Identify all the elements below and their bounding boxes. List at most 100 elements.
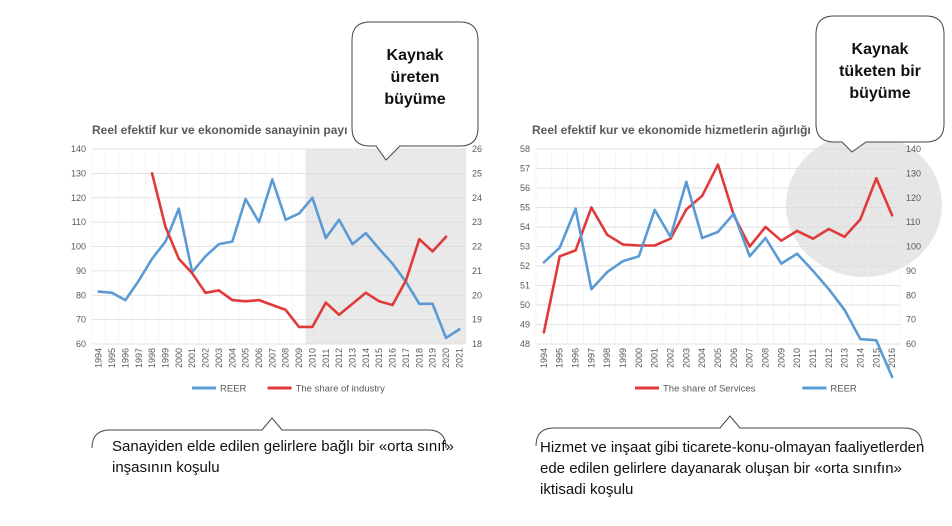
data-point-reer [391, 262, 394, 265]
right-axis-tick-label: 120 [906, 193, 921, 203]
data-point-reer [542, 261, 546, 264]
chart-title: Reel efektif kur ve ekonomide hizmetleri… [532, 123, 811, 137]
right-axis-tick-label: 100 [906, 242, 921, 252]
data-point-the-share-of-industry [190, 272, 194, 275]
series-line-reer [97, 178, 461, 340]
x-axis-tick-label: 2006 [729, 348, 739, 368]
right-axis-tick-label: 140 [906, 144, 921, 154]
x-axis-tick-label: 2008 [281, 348, 291, 368]
x-axis-tick-label: 2014 [855, 348, 865, 368]
data-point-the-share-of-industry [297, 325, 301, 329]
data-point-the-share-of-industry [204, 291, 207, 295]
data-point-the-share-of-services [653, 244, 656, 247]
x-axis-tick-label: 2017 [401, 348, 411, 368]
x-axis-tick-label: 1995 [107, 348, 117, 368]
data-point-reer [364, 231, 368, 235]
right-axis-tick-label: 60 [906, 339, 916, 349]
data-point-reer [843, 308, 846, 312]
data-point-reer [653, 208, 656, 212]
right-axis-tick-label: 21 [472, 266, 482, 276]
data-point-the-share-of-services [574, 249, 577, 252]
data-point-the-share-of-industry [150, 172, 154, 175]
caption-bracket [91, 417, 447, 449]
data-point-the-share-of-industry [177, 257, 181, 260]
data-point-reer [811, 269, 815, 273]
data-point-reer [780, 262, 783, 265]
data-point-the-share-of-services [590, 206, 593, 209]
x-axis-tick-label: 1997 [134, 348, 144, 368]
data-point-reer [97, 290, 100, 293]
data-point-reer [137, 279, 140, 282]
x-axis-tick-label: 1995 [555, 348, 565, 368]
callout-bubble [815, 15, 945, 153]
data-point-the-share-of-industry [351, 302, 354, 305]
callout-line: Kaynak [387, 47, 444, 64]
data-point-the-share-of-industry [444, 235, 448, 238]
x-axis-tick-label: 2002 [201, 348, 211, 368]
right-axis-tick-label: 80 [906, 290, 916, 300]
chart-title: Reel efektif kur ve ekonomide sanayinin … [92, 123, 347, 137]
x-axis-tick-label: 1996 [120, 348, 130, 368]
data-point-reer [716, 230, 720, 234]
left-axis-tick-label: 52 [520, 261, 530, 271]
legend-label-the-share-of-services: The share of Services [663, 384, 756, 395]
data-point-the-share-of-industry [404, 279, 408, 282]
data-point-the-share-of-services [637, 244, 641, 247]
left-axis-tick-label: 100 [71, 242, 86, 252]
data-point-reer [558, 246, 561, 249]
data-point-reer [827, 287, 830, 291]
data-point-the-share-of-industry [284, 308, 287, 312]
right-axis-tick-label: 18 [472, 339, 482, 349]
callout-line: Kaynak [852, 41, 909, 58]
x-axis-tick-label: 2005 [241, 348, 251, 368]
legend-label-reer: REER [830, 384, 857, 395]
x-axis-tick-label: 1996 [571, 348, 581, 368]
data-point-reer [124, 298, 127, 302]
left-axis-tick-label: 55 [520, 203, 530, 213]
data-point-reer [890, 375, 894, 379]
right-axis-tick-label: 26 [472, 144, 482, 154]
caption-bracket [535, 415, 923, 447]
left-axis-tick-label: 49 [520, 320, 530, 330]
x-axis-tick-label: 2018 [414, 348, 424, 368]
data-point-the-share-of-industry [418, 237, 421, 241]
data-point-the-share-of-industry [364, 291, 368, 295]
callout-line: büyüme [849, 85, 910, 102]
x-axis-tick-label: 2003 [214, 348, 224, 368]
data-point-the-share-of-industry [164, 225, 167, 229]
data-point-the-share-of-industry [271, 303, 274, 307]
callout-bubble [351, 21, 479, 161]
left-axis-tick-label: 51 [520, 281, 530, 291]
data-point-reer [637, 255, 641, 258]
x-axis-tick-label: 2003 [681, 348, 691, 368]
x-axis-tick-label: 2012 [334, 348, 344, 368]
data-point-reer [431, 302, 434, 305]
data-point-the-share-of-services [827, 227, 830, 231]
right-axis-tick-label: 23 [472, 217, 482, 227]
x-axis-tick-label: 1999 [618, 348, 628, 368]
data-point-the-share-of-services [716, 163, 720, 166]
x-axis-tick-label: 1999 [160, 348, 170, 368]
data-point-the-share-of-services [685, 208, 688, 211]
data-point-reer [590, 287, 593, 291]
x-axis-tick-label: 2000 [174, 348, 184, 368]
x-axis-tick-label: 2002 [666, 348, 676, 368]
data-point-the-share-of-industry [311, 325, 314, 329]
x-axis-tick-label: 2001 [650, 348, 660, 368]
right-axis-tick-label: 130 [906, 168, 921, 178]
x-axis-tick-label: 1997 [586, 348, 596, 368]
data-point-the-share-of-services [811, 237, 815, 240]
data-point-the-share-of-services [843, 235, 846, 238]
caption-industry: Sanayiden elde edilen gelirlere bağlı bi… [112, 438, 454, 476]
x-axis-tick-label: 2021 [454, 348, 464, 368]
data-point-the-share-of-services [700, 194, 704, 197]
right-axis-tick-label: 25 [472, 168, 482, 178]
data-point-reer [795, 252, 799, 256]
data-point-the-share-of-industry [231, 298, 234, 302]
legend-label-the-share-of-industry: The share of industry [296, 384, 385, 395]
x-axis-tick-label: 2020 [441, 348, 451, 368]
data-point-reer [284, 218, 287, 221]
data-point-reer [859, 337, 862, 341]
data-point-reer [311, 196, 314, 199]
x-axis-tick-label: 1998 [602, 348, 612, 368]
